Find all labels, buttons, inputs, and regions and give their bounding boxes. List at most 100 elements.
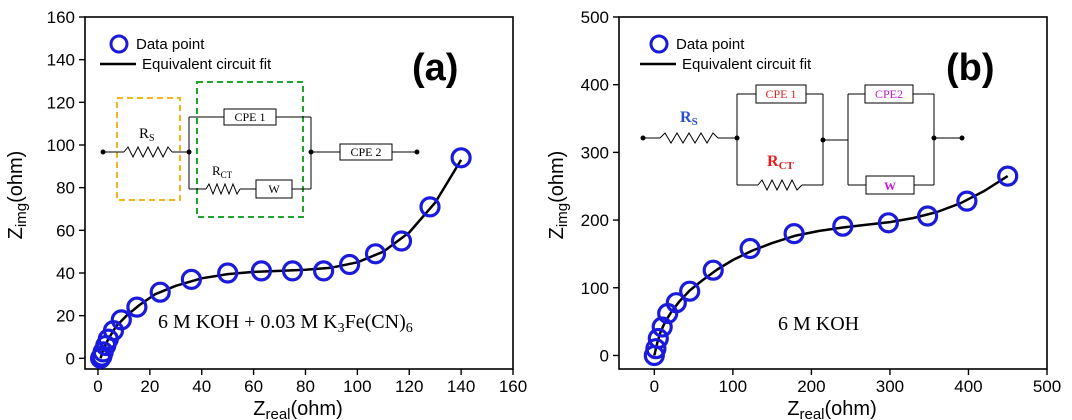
a-data-points — [89, 147, 472, 369]
a-y-tick-label: 80 — [56, 179, 75, 198]
b-x-tick-label: 500 — [1033, 377, 1061, 396]
a-rs-label: RS — [139, 126, 155, 144]
a-data-point — [313, 260, 335, 282]
a-cpe2-label: CPE 2 — [350, 145, 381, 159]
a-data-point — [339, 253, 361, 276]
b-y-tick-label: 300 — [581, 143, 609, 162]
a-y-tick-label: 40 — [56, 264, 75, 283]
a-data-point — [126, 296, 148, 318]
b-x-axis-title: Zreal(ohm) — [787, 398, 876, 420]
a-y-tick-label: 160 — [47, 8, 75, 27]
a-y-axis-title: Zimg(ohm) — [5, 151, 30, 240]
a-legend: Data point Equivalent circuit fit — [100, 34, 272, 73]
b-x-tick-label: 400 — [954, 377, 982, 396]
a-rct-box — [196, 81, 304, 218]
a-panel-label: (a) — [412, 47, 458, 89]
a-y-tick-label: 60 — [56, 221, 75, 240]
b-panel-label: (b) — [946, 47, 995, 89]
a-data-point — [390, 230, 413, 252]
a-data-point — [110, 309, 132, 331]
a-electrolyte-annotation: 6 M KOH + 0.03 M K3Fe(CN)6 — [158, 311, 413, 336]
b-data-point — [997, 165, 1019, 187]
a-legend-data-point: Data point — [136, 36, 205, 53]
a-rct-label: RCT — [212, 163, 233, 180]
a-rct-resistor — [205, 182, 241, 196]
b-data-point — [647, 327, 669, 350]
b-data-point — [645, 338, 667, 360]
b-data-point — [877, 212, 900, 234]
b-y-tick-label: 400 — [581, 76, 609, 95]
b-y-tick-label: 500 — [581, 8, 609, 27]
b-data-point — [783, 223, 805, 245]
b-rs-label: RS — [680, 109, 698, 128]
b-circuit: CPE 1 CPE2 W RS RCT — [640, 84, 965, 195]
b-fit-line — [653, 175, 1009, 356]
a-x-tick-label: 160 — [499, 377, 527, 396]
a-data-point — [450, 147, 472, 169]
a-x-tick-label: 0 — [93, 377, 102, 396]
a-x-tick-label: 20 — [140, 377, 159, 396]
b-node-right — [959, 135, 965, 141]
a-cpe1-label: CPE 1 — [234, 110, 265, 124]
a-x-tick-label: 100 — [343, 377, 371, 396]
a-data-point — [217, 262, 239, 284]
a-data-point — [419, 196, 441, 218]
a-data-point — [180, 268, 202, 290]
b-x-tick-label: 200 — [797, 377, 825, 396]
b-legend: Data point Equivalent circuit fit — [640, 34, 812, 73]
a-axis-ticks: 0 20 40 60 80 100 120 140 160 0 20 40 60 80 100 120 140 1… — [47, 8, 528, 396]
a-y-tick-label: 100 — [47, 136, 75, 155]
b-legend-data-point: Data point — [676, 36, 745, 53]
a-data-point — [250, 260, 272, 282]
b-fit-layer — [653, 175, 1009, 356]
a-node-right — [414, 149, 420, 155]
a-legend-fit: Equivalent circuit fit — [142, 56, 272, 73]
b-electrolyte-annotation: 6 M KOH — [778, 313, 859, 335]
b-axis-ticks: 0 100 200 300 400 500 0 100 200 300 400 500 — [581, 8, 1062, 396]
b-x-tick-label: 100 — [719, 377, 747, 396]
a-w-label: W — [268, 182, 280, 196]
b-legend-fit: Equivalent circuit fit — [682, 56, 812, 73]
b-legend-circle-marker — [649, 34, 669, 54]
a-x-tick-label: 120 — [395, 377, 423, 396]
b-data-point — [832, 215, 854, 237]
panel-b: 0 100 200 300 400 500 0 100 200 300 400 500 Data po… — [546, 8, 1061, 420]
a-y-tick-label: 0 — [66, 349, 75, 368]
a-rs-resistor — [123, 145, 173, 159]
b-y-axis-title: Zimg(ohm) — [546, 151, 571, 240]
a-rs-box — [116, 97, 181, 201]
a-x-tick-label: 80 — [296, 377, 315, 396]
b-cpe2-label: CPE2 — [875, 87, 903, 101]
b-cpe1-label: CPE 1 — [765, 87, 796, 101]
a-circuit: CPE 1 W CPE 2 RS RCT — [100, 81, 420, 218]
a-x-axis-title: Zreal(ohm) — [253, 398, 342, 420]
a-data-point — [281, 260, 304, 282]
a-y-tick-label: 140 — [47, 51, 75, 70]
b-w-label: W — [884, 179, 896, 193]
b-x-tick-label: 300 — [876, 377, 904, 396]
a-legend-circle-marker — [109, 34, 129, 54]
a-data-point — [364, 243, 387, 265]
b-data-points — [643, 165, 1019, 367]
b-rs-resistor — [659, 132, 719, 144]
b-y-tick-label: 100 — [581, 279, 609, 298]
b-data-point — [916, 205, 939, 227]
b-rct-label: RCT — [767, 153, 795, 172]
a-x-tick-label: 60 — [244, 377, 263, 396]
a-data-point — [149, 281, 171, 303]
a-y-tick-label: 120 — [47, 93, 75, 112]
panel-a: 0 20 40 60 80 100 120 140 160 0 20 40 60 80 100 120 140 1… — [5, 8, 527, 420]
plot-frame-b — [618, 16, 1048, 370]
b-y-tick-label: 200 — [581, 211, 609, 230]
b-y-tick-label: 0 — [600, 346, 609, 365]
b-data-point — [702, 259, 724, 281]
a-y-tick-label: 20 — [56, 307, 75, 326]
a-x-tick-label: 40 — [192, 377, 211, 396]
b-data-point — [651, 316, 673, 338]
a-x-tick-label: 140 — [447, 377, 475, 396]
b-data-point — [956, 190, 978, 212]
b-data-point — [679, 280, 701, 302]
b-rct-resistor — [757, 178, 803, 192]
plot-frame-a — [84, 16, 514, 370]
b-data-point — [665, 292, 687, 314]
